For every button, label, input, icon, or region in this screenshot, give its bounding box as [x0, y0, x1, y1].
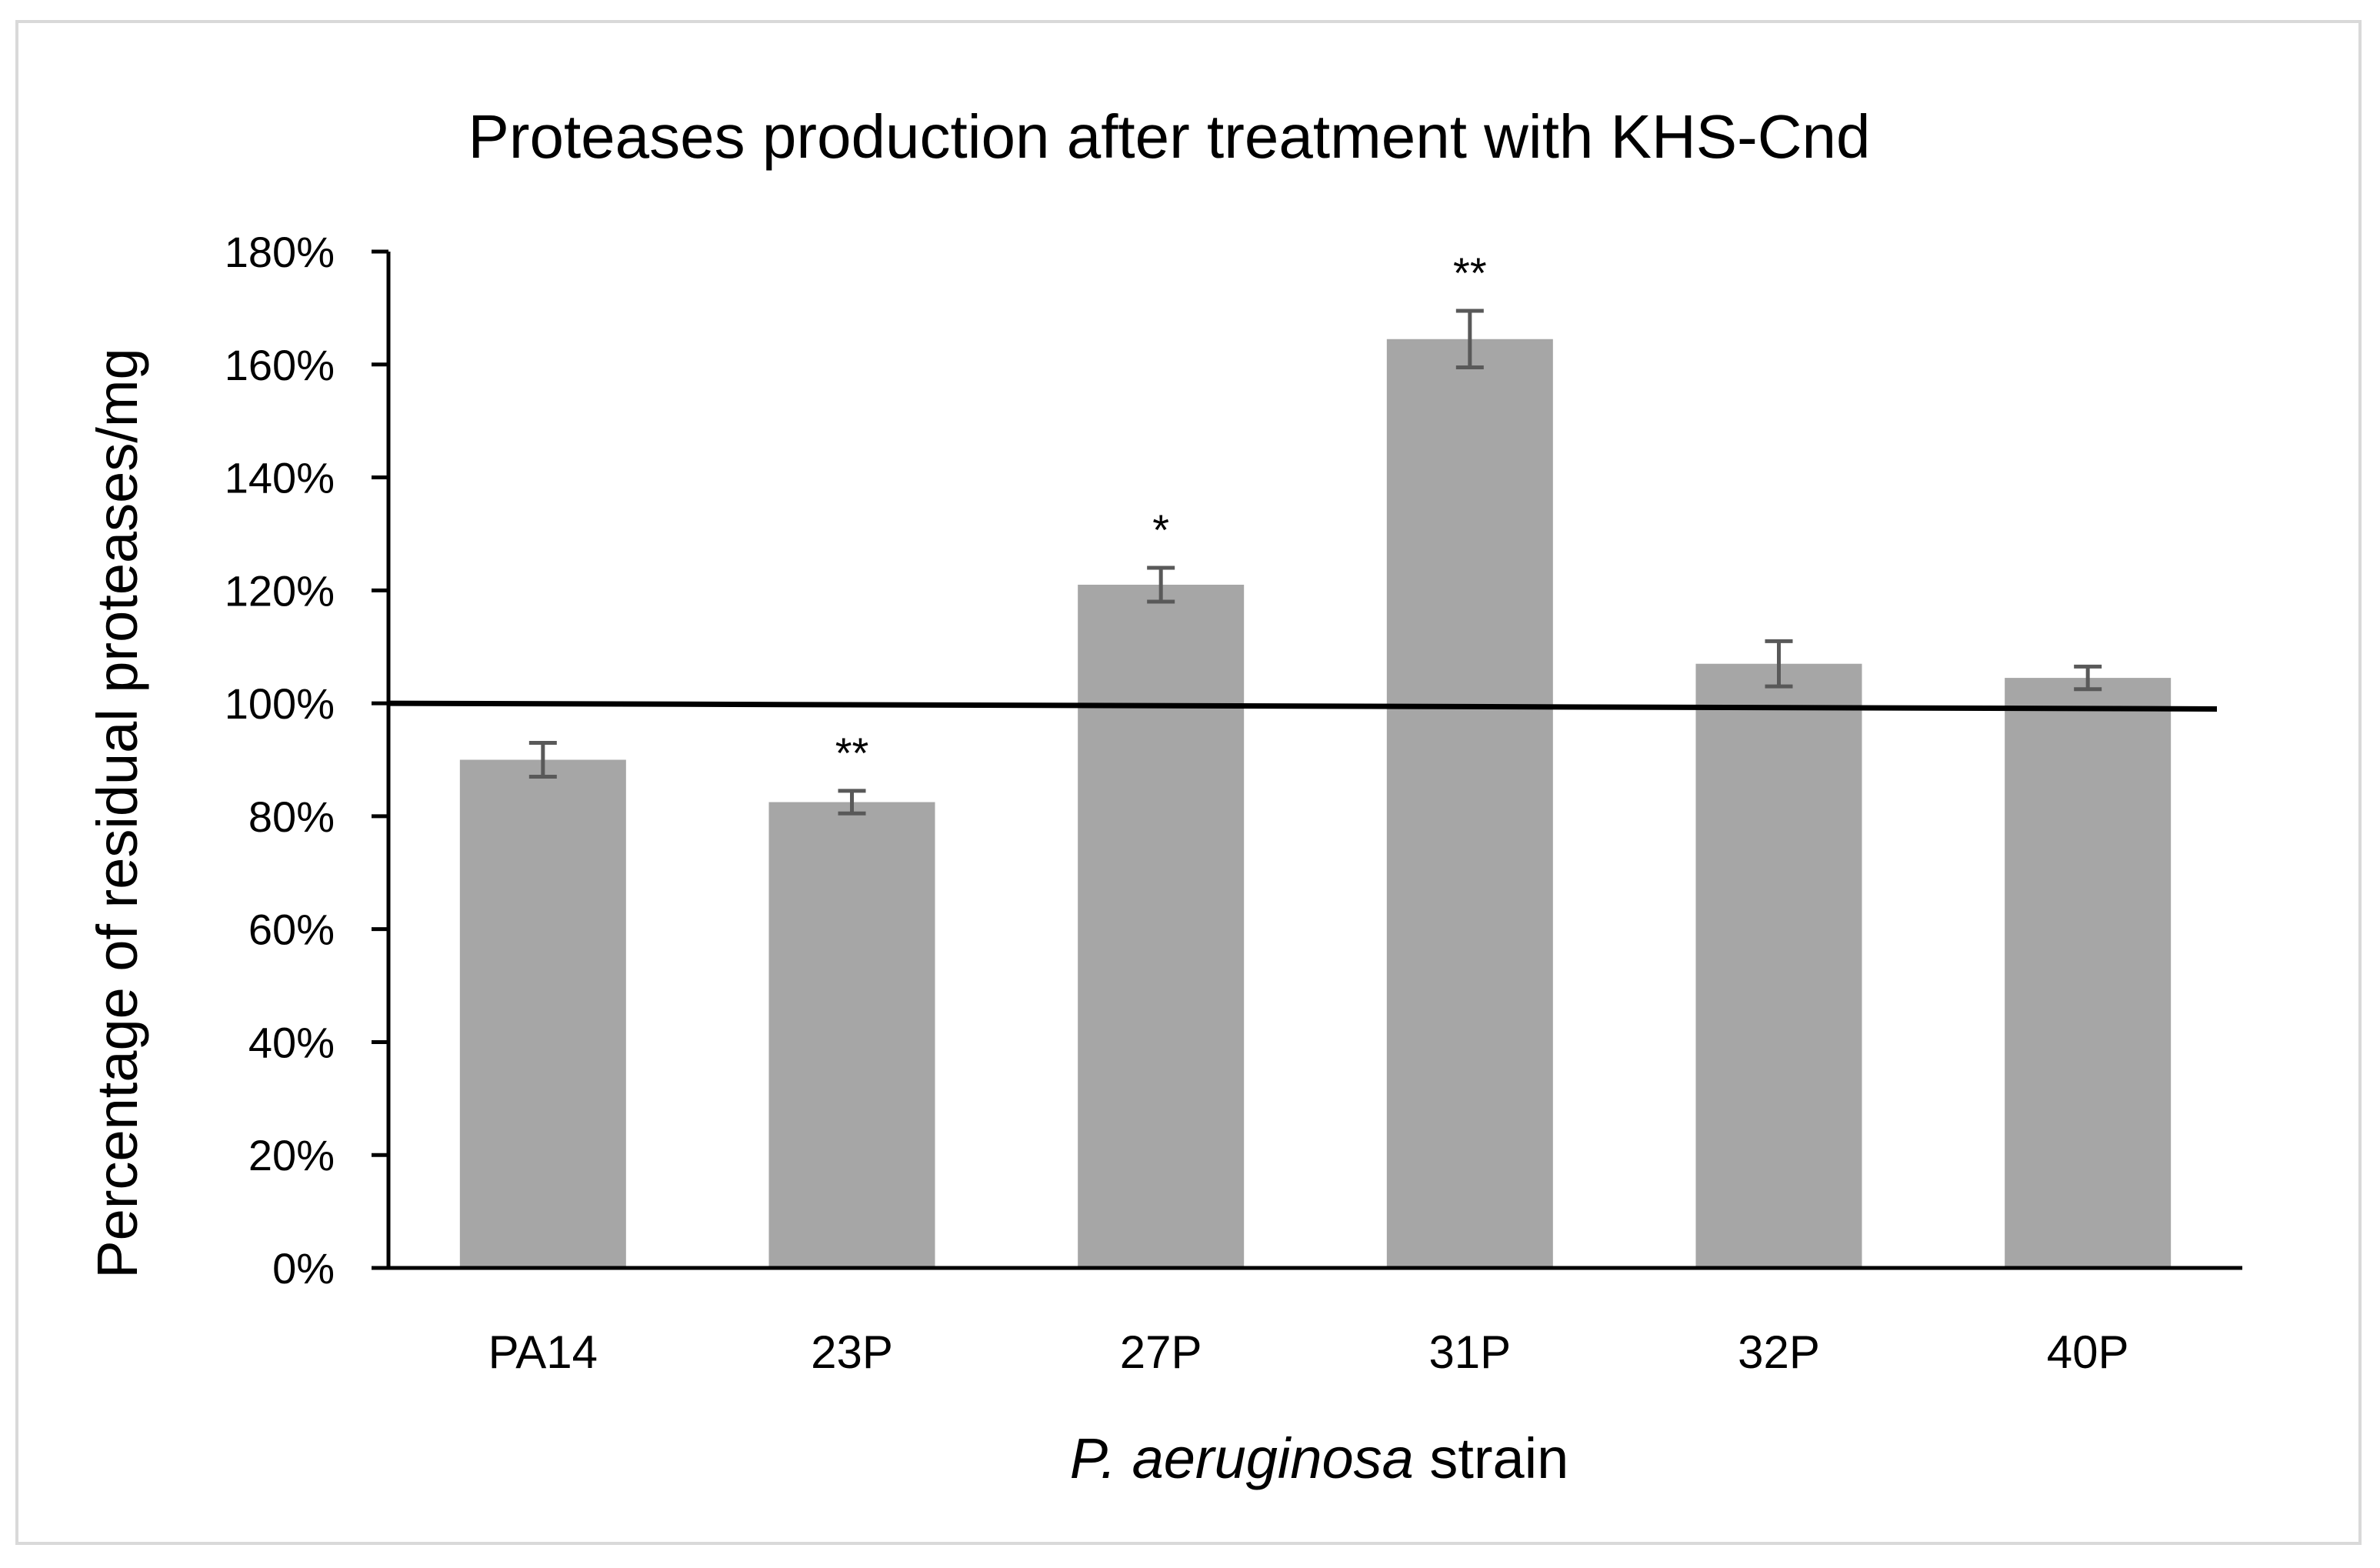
reference-line-100 [388, 700, 2218, 712]
plot-area: *****0%20%40%60%80%100%120%140%160%180%P… [225, 228, 2242, 1378]
error-bar-pa14 [528, 740, 557, 779]
significance-27p: * [1152, 505, 1169, 554]
y-tick-label: 160% [225, 341, 335, 389]
error-bar-23p [838, 789, 866, 816]
bar-pa14 [459, 759, 626, 1268]
x-axis-label-rest: strain [1414, 1426, 1569, 1490]
x-tick-label-23p: 23P [811, 1326, 893, 1378]
error-bar-27p [1147, 565, 1175, 604]
chart-title: Proteases production after treatment wit… [468, 102, 1870, 171]
y-tick-label: 40% [248, 1018, 335, 1066]
y-tick-label: 60% [248, 906, 335, 954]
significance-23p: ** [835, 729, 869, 777]
x-tick-label-32p: 32P [1738, 1326, 1820, 1378]
error-bar-31p [1455, 309, 1484, 369]
y-tick-label: 140% [225, 454, 335, 502]
error-bar-40p [2074, 664, 2102, 692]
y-tick-label: 0% [272, 1244, 335, 1293]
bar-23p [768, 802, 935, 1268]
y-tick-label: 180% [225, 228, 335, 276]
y-axis-label: Percentage of residual proteases/mg [85, 348, 149, 1278]
x-axis-label: P. aeruginosa strain [1070, 1426, 1569, 1490]
y-tick-label: 80% [248, 792, 335, 841]
bar-27p [1078, 584, 1245, 1268]
x-tick-label-31p: 31P [1428, 1326, 1511, 1378]
y-tick-label: 20% [248, 1131, 335, 1179]
bar-32p [1695, 663, 1862, 1268]
x-axis-label-italic: P. aeruginosa [1070, 1426, 1414, 1490]
y-tick-label: 100% [225, 679, 335, 728]
error-bar-32p [1765, 639, 1793, 689]
bar-40p [2005, 678, 2172, 1268]
bar-31p [1386, 339, 1553, 1268]
y-tick-label: 120% [225, 566, 335, 615]
x-tick-label-40p: 40P [2047, 1326, 2129, 1378]
x-tick-label-pa14: PA14 [488, 1326, 598, 1378]
significance-31p: ** [1453, 249, 1487, 297]
x-tick-label-27p: 27P [1120, 1326, 1202, 1378]
